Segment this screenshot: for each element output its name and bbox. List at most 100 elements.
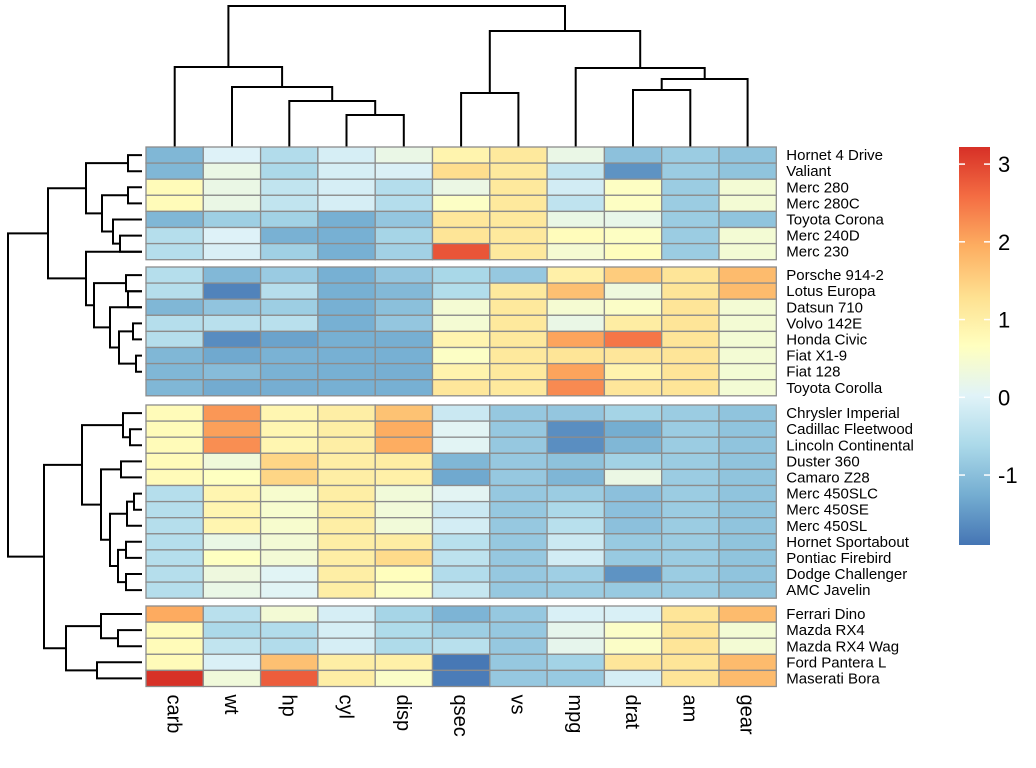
dendrogram-branch <box>112 218 142 245</box>
heatmap-cell <box>145 194 204 213</box>
heatmap-cell <box>661 194 720 213</box>
heatmap-cell <box>259 436 319 454</box>
heatmap-cell <box>718 436 777 454</box>
dendrogram-branch <box>117 548 126 584</box>
heatmap-cell <box>202 362 262 381</box>
heatmap-cell <box>374 146 434 164</box>
heatmap-cell <box>489 298 548 316</box>
heatmap-cell <box>431 226 491 245</box>
row-label: Lincoln Continental <box>786 437 914 454</box>
heatmap-cell <box>431 162 491 180</box>
heatmap-cell <box>374 266 434 284</box>
heatmap-cell <box>661 621 720 639</box>
heatmap-cell <box>374 362 434 381</box>
heatmap-cell <box>317 533 376 551</box>
heatmap-cell <box>489 330 548 349</box>
heatmap-cell <box>603 637 663 655</box>
heatmap-cell <box>661 452 720 471</box>
heatmap-cell <box>718 581 777 599</box>
dendrogram-branch <box>101 194 128 233</box>
row-label: Merc 450SLC <box>786 486 878 503</box>
row-label: Dodge Challenger <box>786 566 907 583</box>
heatmap-cell <box>603 146 663 164</box>
heatmap-cell <box>546 178 606 196</box>
dendrogram-branch <box>129 428 142 447</box>
heatmap-cell <box>661 404 720 422</box>
heatmap-cell <box>259 549 319 567</box>
heatmap-cell <box>489 637 548 655</box>
heatmap-cell <box>317 226 376 245</box>
heatmap-cell <box>259 162 319 180</box>
heatmap-cell <box>259 621 319 639</box>
row-label: Merc 280C <box>786 195 860 212</box>
heatmap-cell <box>202 178 262 196</box>
heatmap-cell <box>374 581 434 599</box>
heatmap-cell <box>718 266 777 284</box>
row-label: Porsche 914-2 <box>786 267 884 284</box>
heatmap-cell <box>374 226 434 245</box>
heatmap-cell <box>374 468 434 487</box>
heatmap-cell <box>431 346 491 365</box>
heatmap-cell <box>546 565 606 583</box>
column-label: drat <box>621 695 643 730</box>
heatmap-cell <box>718 404 777 422</box>
heatmap-cell <box>661 533 720 551</box>
heatmap-cell <box>718 346 777 365</box>
heatmap-cell <box>603 565 663 583</box>
legend-tick-label: 3 <box>998 152 1010 177</box>
heatmap-cell <box>718 605 777 623</box>
heatmap-cell <box>661 210 720 229</box>
heatmap-cell <box>259 468 319 487</box>
heatmap-cell <box>718 468 777 487</box>
heatmap-cell <box>603 162 663 180</box>
heatmap-cell <box>317 565 376 583</box>
heatmap-cell <box>718 517 777 535</box>
heatmap-cell <box>317 452 376 471</box>
heatmap-cell <box>202 533 262 551</box>
heatmap-cell <box>546 500 606 519</box>
heatmap-cell <box>374 669 434 688</box>
heatmap-cell <box>489 404 548 422</box>
heatmap-cell <box>489 436 548 454</box>
heatmap-cell <box>259 484 319 503</box>
heatmap-cell <box>259 500 319 519</box>
dendrogram-branch <box>632 89 692 147</box>
heatmap-cell <box>489 266 548 284</box>
heatmap-cell <box>202 298 262 316</box>
heatmap-cell <box>546 549 606 567</box>
column-dendrogram <box>173 5 749 147</box>
heatmap-cell <box>489 517 548 535</box>
heatmap-cell <box>489 653 548 672</box>
heatmap-cell <box>202 346 262 365</box>
heatmap-cell <box>718 621 777 639</box>
heatmap-cell <box>718 330 777 349</box>
heatmap-cell <box>603 282 663 300</box>
heatmap-cell <box>489 362 548 381</box>
heatmap-cell <box>202 565 262 583</box>
heatmap-cell <box>431 146 491 164</box>
heatmap-cell <box>317 581 376 599</box>
heatmap-cell <box>317 298 376 316</box>
row-label: Lotus Europa <box>786 283 876 300</box>
heatmap-cell <box>661 581 720 599</box>
heatmap-cell <box>661 162 720 180</box>
row-label: Ford Pantera L <box>786 654 886 671</box>
heatmap-cell <box>431 669 491 688</box>
heatmap-cell <box>546 533 606 551</box>
dendrogram-branch <box>227 5 566 67</box>
heatmap-cell <box>145 404 204 422</box>
legend-tick-label: 1 <box>998 308 1010 333</box>
legend-tick-label: -1 <box>998 463 1018 488</box>
dendrogram-branch <box>117 629 142 648</box>
heatmap-cell <box>661 669 720 688</box>
heatmap-cell <box>145 330 204 349</box>
heatmap-cell <box>718 210 777 229</box>
dendrogram-branch <box>43 463 82 650</box>
heatmap-cell <box>603 533 663 551</box>
heatmap-cell <box>546 404 606 422</box>
heatmap-cell <box>546 420 606 438</box>
heatmap-cell <box>718 298 777 316</box>
dendrogram-branch <box>122 412 142 439</box>
heatmap-cell <box>603 210 663 229</box>
heatmap-cell <box>718 178 777 196</box>
